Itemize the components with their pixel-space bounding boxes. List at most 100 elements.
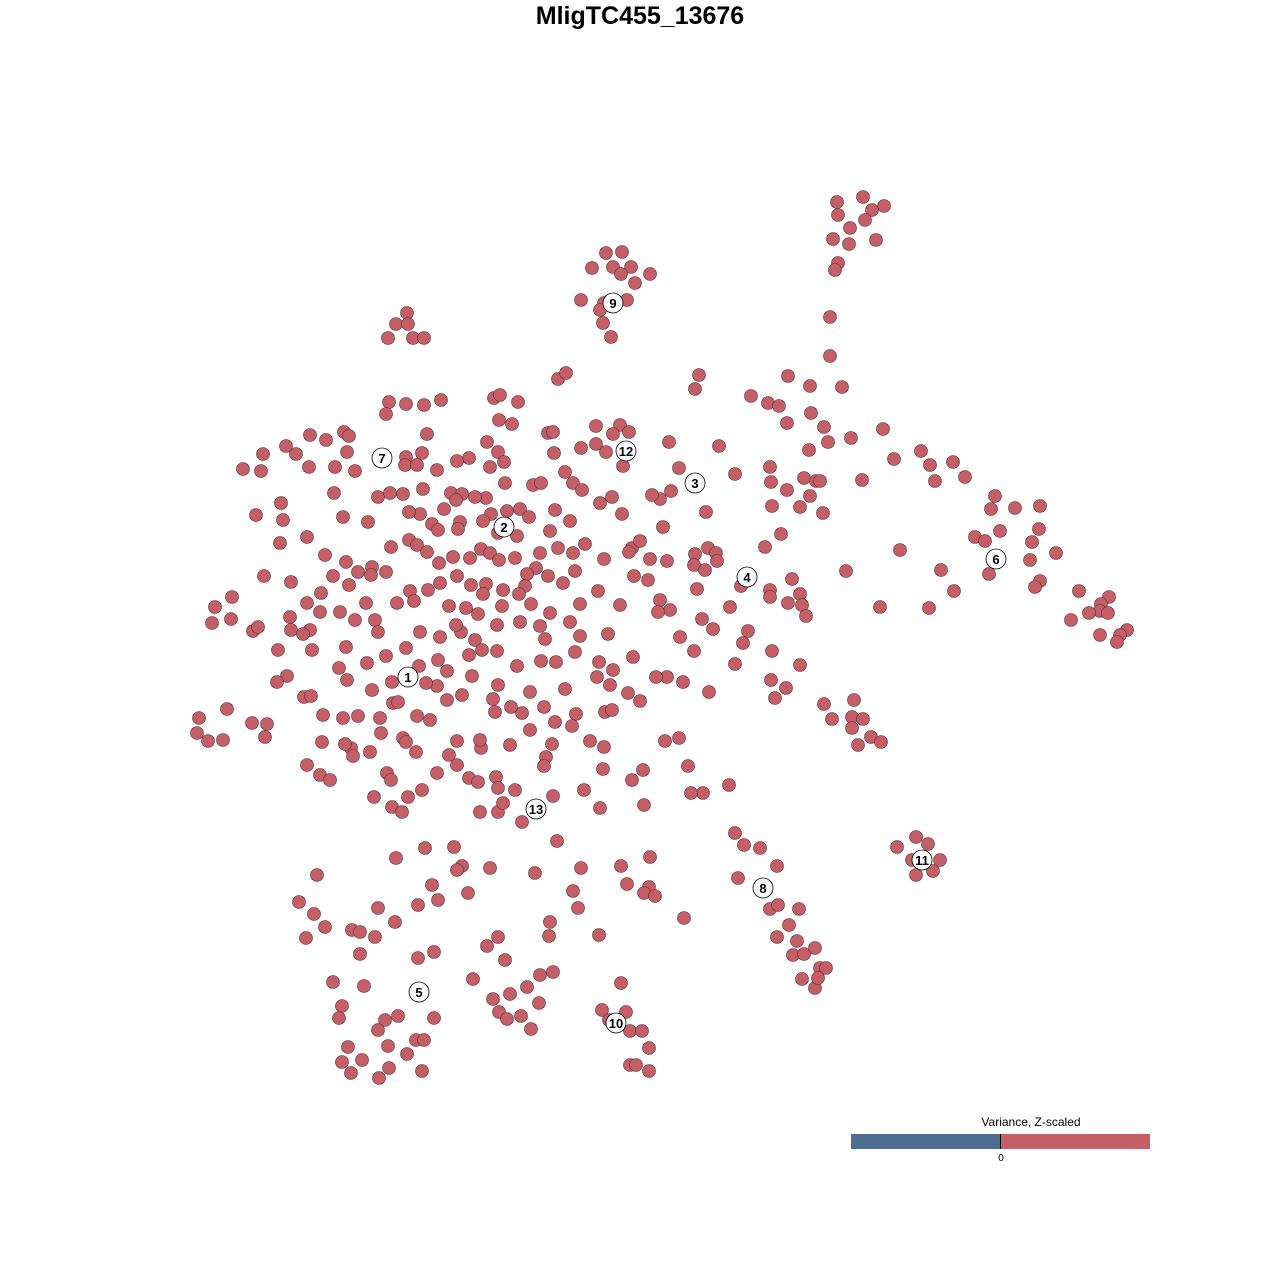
data-point — [909, 868, 923, 882]
data-point — [803, 489, 817, 503]
data-point — [442, 748, 456, 762]
data-point — [663, 603, 677, 617]
data-point — [417, 398, 431, 412]
data-point — [524, 1022, 538, 1036]
data-point — [550, 834, 564, 848]
data-point — [368, 930, 382, 944]
data-point — [893, 543, 907, 557]
data-point — [577, 783, 591, 797]
data-point — [299, 931, 313, 945]
data-point — [699, 505, 713, 519]
data-point — [504, 700, 518, 714]
data-point — [558, 465, 572, 479]
data-point — [799, 609, 813, 623]
cluster-label-badge — [397, 666, 419, 688]
data-point — [613, 418, 627, 432]
data-point — [450, 758, 464, 772]
data-point — [357, 979, 371, 993]
cluster-label-text: 6 — [992, 552, 999, 567]
data-point — [353, 947, 367, 961]
data-point — [793, 500, 807, 514]
data-point — [662, 435, 676, 449]
data-point — [378, 1013, 392, 1027]
data-point — [372, 1071, 386, 1085]
data-point — [399, 735, 413, 749]
data-point — [1093, 628, 1107, 642]
data-point — [271, 643, 285, 657]
cluster-label: 12 — [615, 440, 637, 462]
data-point — [498, 953, 512, 967]
legend-positive-segment — [1000, 1134, 1150, 1149]
data-point — [758, 540, 772, 554]
data-point — [395, 805, 409, 819]
data-point — [520, 567, 534, 581]
data-point — [605, 490, 619, 504]
data-point — [744, 389, 758, 403]
data-point — [551, 541, 565, 555]
data-point — [616, 459, 630, 473]
data-point — [596, 762, 610, 776]
data-point — [318, 548, 332, 562]
data-point — [578, 537, 592, 551]
data-point — [339, 640, 353, 654]
data-point — [934, 563, 948, 577]
data-point — [450, 863, 464, 877]
cluster-label-text: 13 — [529, 802, 543, 817]
data-point — [797, 947, 811, 961]
data-point — [379, 649, 393, 663]
data-point — [543, 606, 557, 620]
data-point — [417, 1033, 431, 1047]
data-point — [333, 605, 347, 619]
data-point — [524, 597, 538, 611]
data-point — [427, 1011, 441, 1025]
data-point — [660, 554, 674, 568]
data-point — [728, 467, 742, 481]
data-point — [351, 565, 365, 579]
data-point — [420, 545, 434, 559]
cluster-label: 13 — [525, 798, 547, 820]
data-point — [589, 437, 603, 451]
cluster-label-text: 3 — [691, 476, 698, 491]
data-point — [839, 564, 853, 578]
data-point — [310, 868, 324, 882]
data-point — [305, 643, 319, 657]
data-point — [415, 1064, 429, 1078]
data-point — [566, 884, 580, 898]
data-point — [328, 460, 342, 474]
data-point — [389, 851, 403, 865]
data-point — [338, 737, 352, 751]
data-point — [446, 550, 460, 564]
data-point — [302, 460, 316, 474]
data-point — [371, 1023, 385, 1037]
data-point — [811, 971, 825, 985]
data-point — [251, 620, 265, 634]
cluster-label-text: 12 — [619, 444, 633, 459]
data-point — [399, 397, 413, 411]
data-point — [828, 263, 842, 277]
data-point — [402, 505, 416, 519]
data-point — [596, 316, 610, 330]
cluster-label: 5 — [408, 981, 430, 1003]
data-point — [490, 618, 504, 632]
data-point — [543, 524, 557, 538]
data-point — [434, 393, 448, 407]
data-point — [781, 369, 795, 383]
data-point — [753, 841, 767, 855]
data-point — [585, 261, 599, 275]
data-point — [313, 605, 327, 619]
data-point — [493, 388, 507, 402]
data-point — [575, 483, 589, 497]
data-point — [804, 406, 818, 420]
data-point — [873, 600, 887, 614]
data-point — [597, 740, 611, 754]
data-point — [765, 644, 779, 658]
data-point — [497, 455, 511, 469]
data-point — [606, 663, 620, 677]
data-point — [401, 790, 415, 804]
data-point — [946, 455, 960, 469]
data-point — [573, 629, 587, 643]
data-point — [595, 1003, 609, 1017]
data-point — [415, 783, 429, 797]
data-point — [492, 413, 506, 427]
data-point — [323, 773, 337, 787]
